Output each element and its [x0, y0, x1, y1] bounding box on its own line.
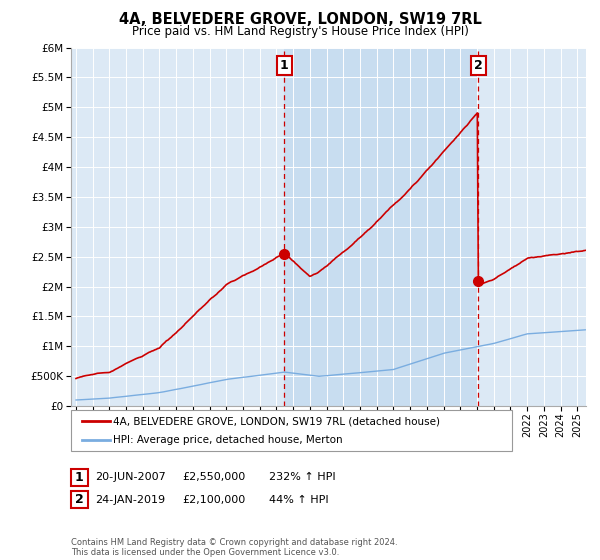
Text: 2: 2	[474, 59, 482, 72]
Text: 4A, BELVEDERE GROVE, LONDON, SW19 7RL (detached house): 4A, BELVEDERE GROVE, LONDON, SW19 7RL (d…	[113, 417, 440, 426]
Text: 24-JAN-2019: 24-JAN-2019	[95, 494, 165, 505]
Text: 44% ↑ HPI: 44% ↑ HPI	[269, 494, 328, 505]
Bar	[284, 48, 478, 406]
Text: 1: 1	[280, 59, 289, 72]
Text: £2,550,000: £2,550,000	[182, 472, 245, 482]
Text: 2: 2	[75, 493, 83, 506]
Text: 20-JUN-2007: 20-JUN-2007	[95, 472, 166, 482]
Text: Price paid vs. HM Land Registry's House Price Index (HPI): Price paid vs. HM Land Registry's House …	[131, 25, 469, 38]
Text: HPI: Average price, detached house, Merton: HPI: Average price, detached house, Mert…	[113, 435, 343, 445]
Text: £2,100,000: £2,100,000	[182, 494, 245, 505]
Text: Contains HM Land Registry data © Crown copyright and database right 2024.
This d: Contains HM Land Registry data © Crown c…	[71, 538, 397, 557]
Text: 232% ↑ HPI: 232% ↑ HPI	[269, 472, 335, 482]
Text: 1: 1	[75, 470, 83, 484]
Text: 4A, BELVEDERE GROVE, LONDON, SW19 7RL: 4A, BELVEDERE GROVE, LONDON, SW19 7RL	[119, 12, 481, 27]
